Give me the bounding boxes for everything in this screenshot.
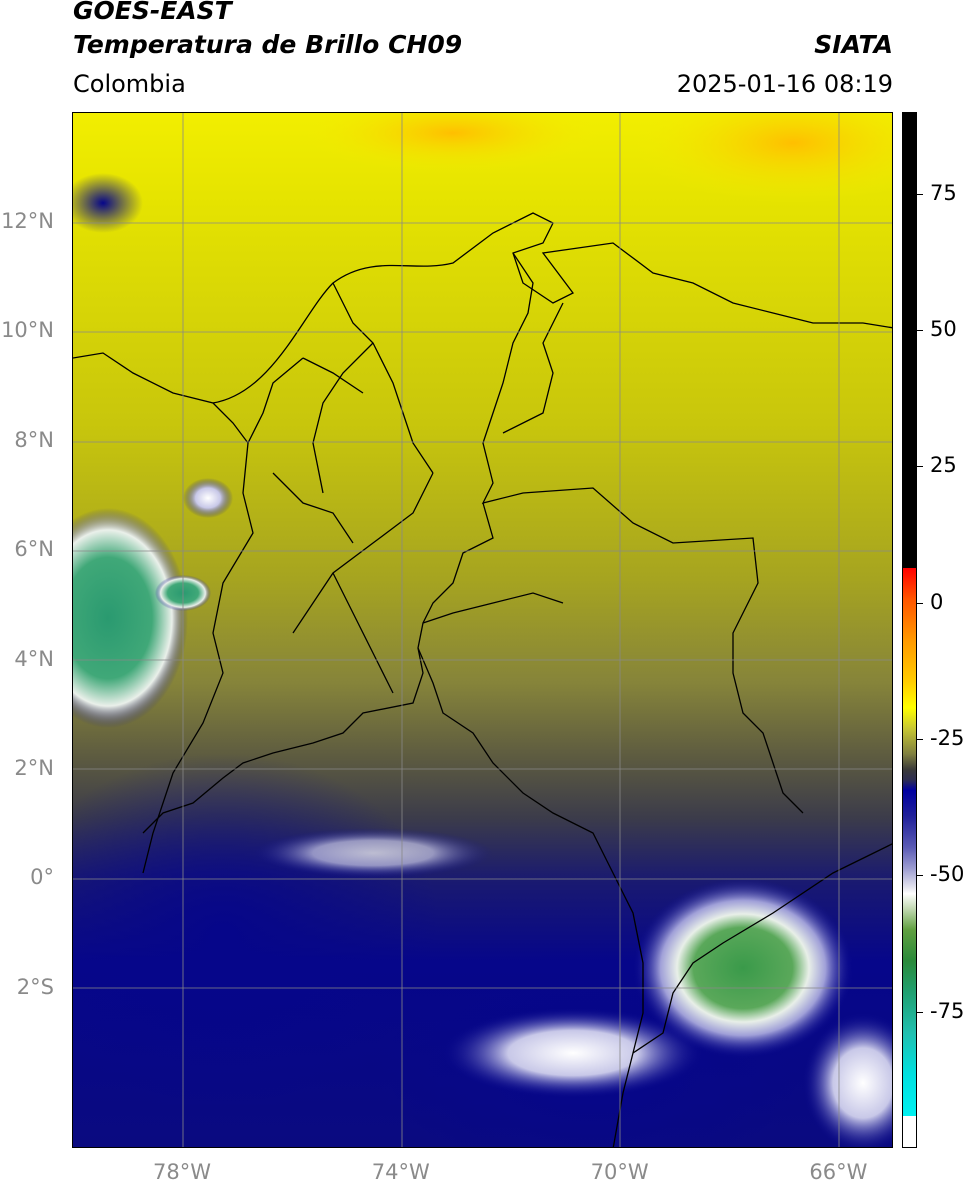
colorbar-label: -75 xyxy=(930,998,965,1023)
product-title: Temperatura de Brillo CH09 xyxy=(73,30,463,59)
latitude-label: 6°N xyxy=(14,537,54,562)
country-borders xyxy=(73,212,892,1147)
longitude-label: 70°W xyxy=(590,1160,649,1184)
brightness-temperature-map xyxy=(73,113,892,1147)
latitude-label: 10°N xyxy=(1,318,54,343)
colorbar-label: 0 xyxy=(930,589,944,614)
colorbar-tick xyxy=(917,330,923,332)
colorbar-tick xyxy=(917,1011,923,1013)
longitude-label: 66°W xyxy=(809,1160,868,1184)
colorbar-label: 75 xyxy=(930,180,957,205)
timestamp-label: 2025-01-16 08:19 xyxy=(676,70,893,98)
longitude-label: 78°W xyxy=(153,1160,211,1184)
cold-area xyxy=(73,173,143,233)
longitude-label: 74°W xyxy=(371,1160,430,1184)
latitude-label: 8°N xyxy=(14,427,54,452)
colorbar-label: -25 xyxy=(930,726,965,751)
latitude-label: 0° xyxy=(30,865,54,890)
colorbar-label: -50 xyxy=(930,862,965,887)
cloud-band xyxy=(803,1013,892,1147)
organization-label: SIATA xyxy=(814,30,893,59)
satellite-map xyxy=(72,112,893,1148)
colorbar xyxy=(902,112,917,1148)
cloud-cell xyxy=(183,478,233,518)
cloud-band xyxy=(253,828,493,878)
region-label: Colombia xyxy=(73,70,186,98)
convective-storm xyxy=(633,878,853,1058)
latitude-label: 4°N xyxy=(14,646,54,671)
graticule xyxy=(73,113,892,1147)
latitude-label: 12°N xyxy=(1,209,54,233)
colorbar-tick xyxy=(917,739,923,741)
satellite-title: GOES-EAST xyxy=(73,0,232,25)
warm-area xyxy=(633,113,892,203)
convective-storm xyxy=(73,508,188,728)
latitude-label: 2°S xyxy=(16,974,54,999)
colorbar-label: 50 xyxy=(930,317,957,342)
colorbar-label: 25 xyxy=(930,453,957,478)
colorbar-tick xyxy=(917,875,923,877)
colorbar-tick xyxy=(917,193,923,195)
warm-area xyxy=(303,113,603,173)
colorbar-tick xyxy=(917,602,923,604)
colorbar-tick xyxy=(917,466,923,468)
latitude-label: 2°N xyxy=(14,756,54,780)
